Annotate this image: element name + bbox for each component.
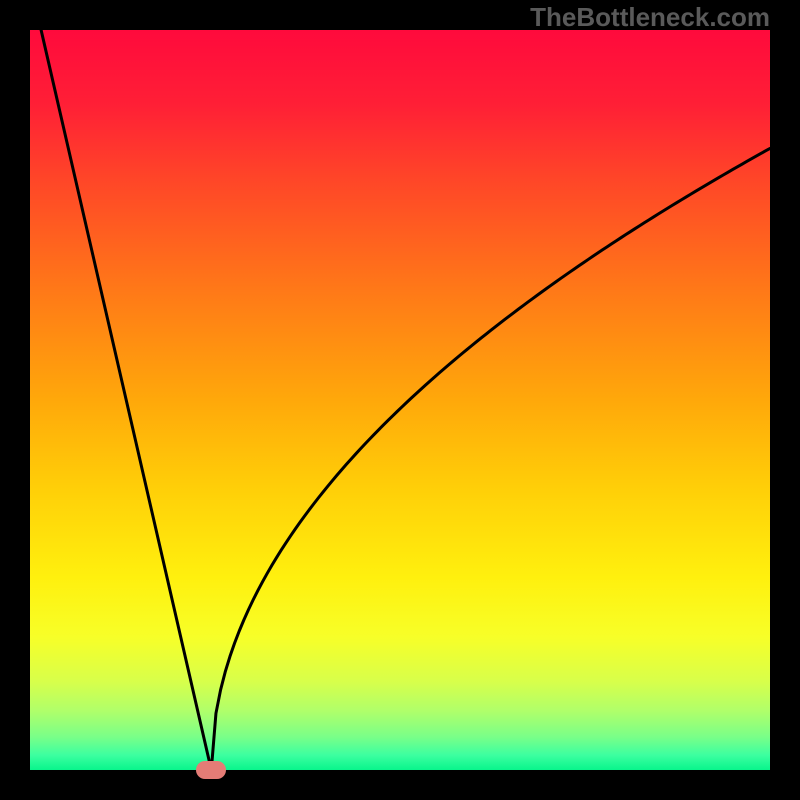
chart-container: TheBottleneck.com [0, 0, 800, 800]
optimum-marker [196, 761, 226, 779]
bottleneck-curve [0, 0, 800, 800]
